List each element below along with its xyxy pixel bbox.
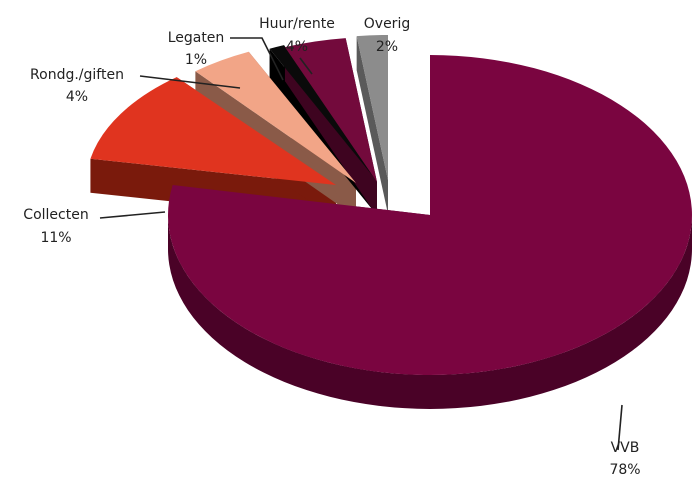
pie-slice-huur-rente: [284, 38, 377, 182]
leader-lines: [99, 37, 623, 451]
label-huur-rente-value: 4%: [286, 39, 308, 55]
label-collecten-name: Collecten: [23, 207, 88, 223]
label-overig-name: Overig: [364, 16, 410, 32]
label-collecten-value: 11%: [40, 230, 71, 246]
label-vvb-value: 78%: [609, 462, 640, 478]
label-legaten-value: 1%: [185, 52, 207, 68]
pie-side-vvb: [168, 215, 692, 409]
pie-slice-rondg-giften: [195, 51, 356, 183]
leader-line-collecten: [99, 211, 166, 219]
leader-line-huur-rente: [299, 57, 313, 75]
label-huur-rente-name: Huur/rente: [259, 16, 335, 32]
label-rondg-giften-value: 4%: [66, 89, 88, 105]
pie-slice-collecten: [90, 77, 336, 185]
pie-tops: [90, 35, 693, 375]
leader-line-rondg-giften: [139, 75, 241, 89]
pie-slice-vvb: [168, 55, 693, 375]
label-overig-value: 2%: [376, 39, 398, 55]
label-vvb-name: VVB: [611, 440, 640, 456]
pie-wall-start-overig: [356, 36, 388, 214]
label-rondg-giften-name: Rondg./giften: [30, 67, 124, 83]
pie-slice-legaten: [269, 45, 376, 181]
leader-line-legaten: [230, 37, 284, 81]
leader-line-vvb: [617, 404, 623, 451]
label-legaten-name: Legaten: [168, 30, 225, 46]
pie-slice-overig: [356, 35, 388, 180]
